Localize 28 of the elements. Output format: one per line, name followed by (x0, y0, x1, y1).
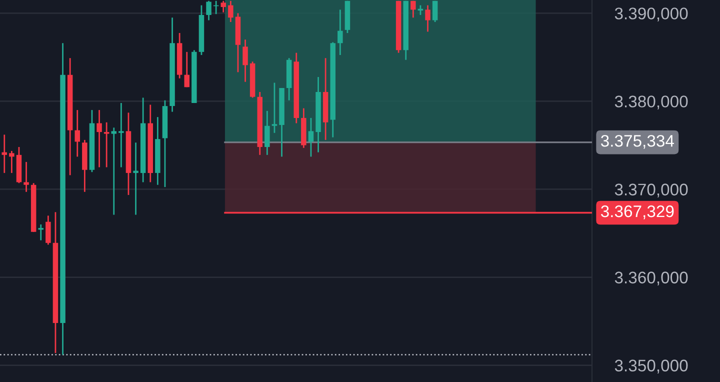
y-tick-label: 3.370,000 (614, 184, 688, 198)
candlestick (410, 0, 416, 18)
candlestick (96, 109, 102, 168)
y-tick-label: 3.380,000 (614, 96, 688, 110)
y-tick-label: 3.390,000 (614, 8, 688, 22)
candlestick (425, 4, 430, 32)
candlestick (206, 0, 212, 21)
candlestick (308, 117, 314, 158)
ref-line-label: 3.367,329 (600, 205, 674, 220)
candlestick (74, 109, 80, 158)
candlestick (133, 142, 138, 216)
candlestick (104, 122, 110, 168)
candlestick (338, 8, 343, 56)
candlestick (111, 126, 116, 216)
ref-line-label: 3.375,334 (600, 134, 674, 149)
candlestick (220, 0, 226, 14)
candlestick (432, 0, 438, 23)
candlestick (228, 0, 234, 23)
candlestick (9, 150, 14, 174)
candlestick (46, 214, 51, 246)
y-tick-label: 3.350,000 (614, 360, 688, 374)
candlestick (118, 102, 124, 168)
y-tick-label: 3.360,000 (614, 272, 688, 286)
candlestick (24, 161, 29, 193)
candlestick (264, 110, 270, 156)
candlestick (272, 82, 278, 134)
candlestick (242, 38, 248, 83)
candlestick (184, 51, 190, 88)
